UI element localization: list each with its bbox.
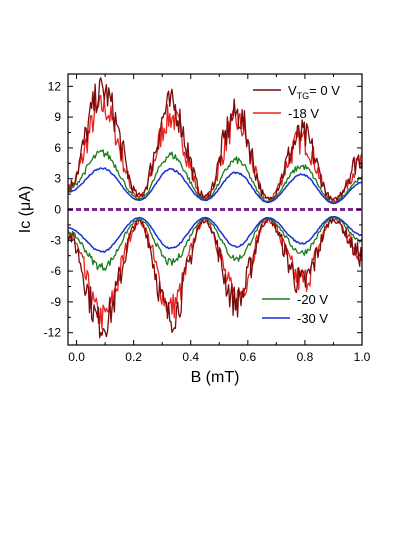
legend-bottom: -20 V -30 V [262,292,328,326]
legend-top: VTG= 0 V -18 V [253,83,340,121]
y-tick-label: 3 [54,172,61,186]
series-line-v-tg-0-v-positive [68,77,362,202]
x-axis-label: B (mT) [191,369,240,386]
series-line-20-v-negative [68,216,362,271]
x-tick-label: 1.0 [354,350,371,364]
ticks-layer: 0.0 0.2 0.4 0.6 0.8 1.0 12 9 6 3 0 -3 -6 -9 -12 [44,74,371,364]
y-tick-label: -9 [50,295,61,309]
y-tick-label: -12 [44,326,62,340]
y-tick-label: 6 [54,141,61,155]
y-axis-label: Ic (μA) [17,186,34,233]
y-tick-label: 0 [54,203,61,217]
x-tick-label: 0.4 [182,350,199,364]
series-line-20-v-positive [68,149,362,204]
y-tick-label: 9 [54,110,61,124]
legend-vtg-subscript: TG [297,91,310,101]
series-layer [68,77,362,339]
x-tick-label: 0.8 [297,350,314,364]
legend-label-20v: -20 V [297,292,328,307]
series-line-30-v-negative [68,216,362,254]
y-tick-label: -3 [50,233,61,247]
series-line-v-tg-0-v-negative [68,216,362,339]
legend-vtg-value: = 0 V [309,83,340,98]
y-tick-label: 12 [48,79,62,93]
y-tick-label: -6 [50,264,61,278]
series-line-30-v-positive [68,167,362,205]
x-tick-label: 0.0 [68,350,85,364]
legend-label-0v: VTG= 0 V [288,83,340,101]
x-tick-label: 0.6 [239,350,256,364]
legend-vtg-symbol: V [288,83,297,98]
legend-label-18v: -18 V [288,106,319,121]
x-tick-label: 0.2 [125,350,142,364]
legend-label-30v: -30 V [297,311,328,326]
